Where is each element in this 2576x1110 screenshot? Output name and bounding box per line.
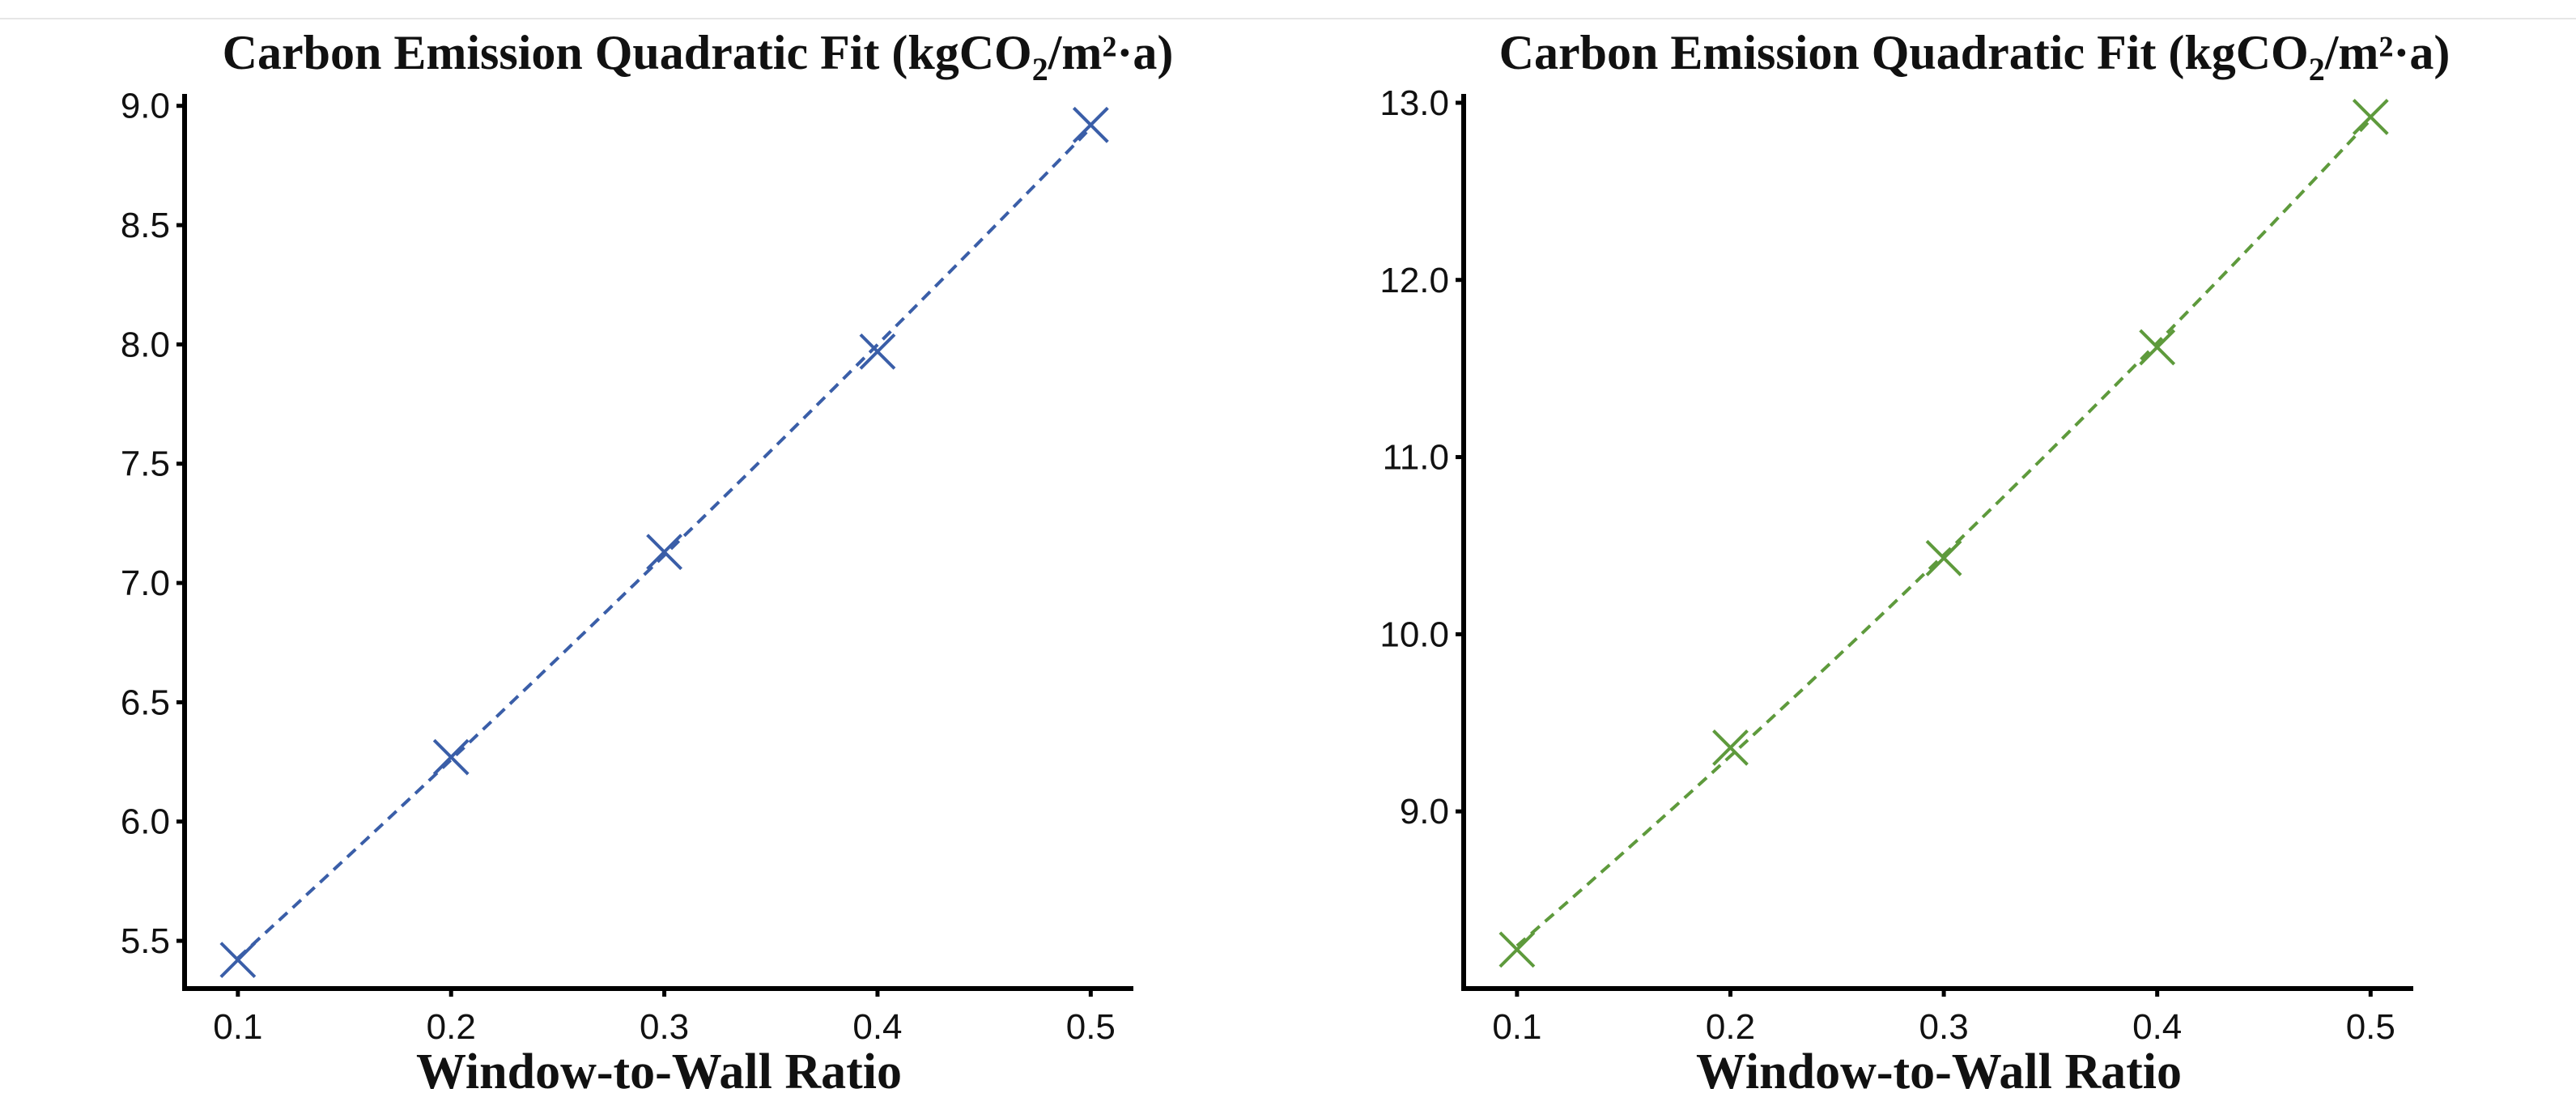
- y-tick-label: 6.5: [121, 683, 170, 722]
- y-tick-label: 7.0: [121, 564, 170, 603]
- y-tick-label: 7.5: [121, 444, 170, 484]
- data-point-marker: [432, 738, 470, 776]
- x-tick-label: 0.4: [2132, 1007, 2182, 1047]
- x-tick-label: 0.5: [1066, 1007, 1116, 1047]
- data-point-marker: [2352, 99, 2389, 135]
- data-point-marker: [646, 534, 682, 571]
- x-tick-label: 0.2: [1706, 1007, 1755, 1047]
- x-tick-label: 0.1: [213, 1007, 262, 1047]
- x-tick-label: 0.2: [427, 1007, 476, 1047]
- y-tick-label: 13.0: [1379, 83, 1449, 123]
- data-point-marker: [1712, 729, 1749, 766]
- chart-title: Carbon Emission Quadratic Fit (kgCO2/m²·…: [223, 26, 1174, 87]
- y-tick-label: 10.0: [1379, 615, 1449, 654]
- x-tick-label: 0.3: [1919, 1007, 1969, 1047]
- x-tick-label: 0.3: [640, 1007, 689, 1047]
- y-tick-label: 8.5: [121, 206, 170, 245]
- fit-curve: [236, 126, 1092, 959]
- chart-left: Carbon Emission Quadratic Fit (kgCO2/m²·…: [121, 26, 1174, 1099]
- y-tick-label: 9.0: [121, 87, 170, 126]
- y-tick-label: 9.0: [1400, 792, 1449, 831]
- data-point-marker: [1498, 931, 1536, 968]
- x-tick-label: 0.4: [852, 1007, 902, 1047]
- y-tick-label: 8.0: [121, 325, 170, 364]
- y-tick-label: 11.0: [1383, 438, 1449, 478]
- x-tick-label: 0.5: [2346, 1007, 2395, 1047]
- y-tick-label: 5.5: [121, 921, 170, 961]
- y-tick-label: 6.0: [121, 802, 170, 842]
- chart-right: Carbon Emission Quadratic Fit (kgCO2/m²·…: [1379, 26, 2451, 1099]
- fit-curve: [1515, 118, 2372, 947]
- chart-title: Carbon Emission Quadratic Fit (kgCO2/m²·…: [1499, 26, 2451, 87]
- data-point-marker: [859, 333, 896, 370]
- data-point-marker: [1925, 539, 1962, 576]
- y-tick-label: 12.0: [1379, 261, 1449, 300]
- data-point-marker: [1072, 106, 1109, 143]
- x-axis-label: Window-to-Wall Ratio: [1696, 1044, 2182, 1099]
- data-point-marker: [219, 942, 257, 979]
- x-tick-label: 0.1: [1492, 1007, 1541, 1047]
- top-divider: [0, 18, 2576, 19]
- data-point-marker: [2139, 329, 2176, 366]
- x-axis-label: Window-to-Wall Ratio: [416, 1044, 902, 1099]
